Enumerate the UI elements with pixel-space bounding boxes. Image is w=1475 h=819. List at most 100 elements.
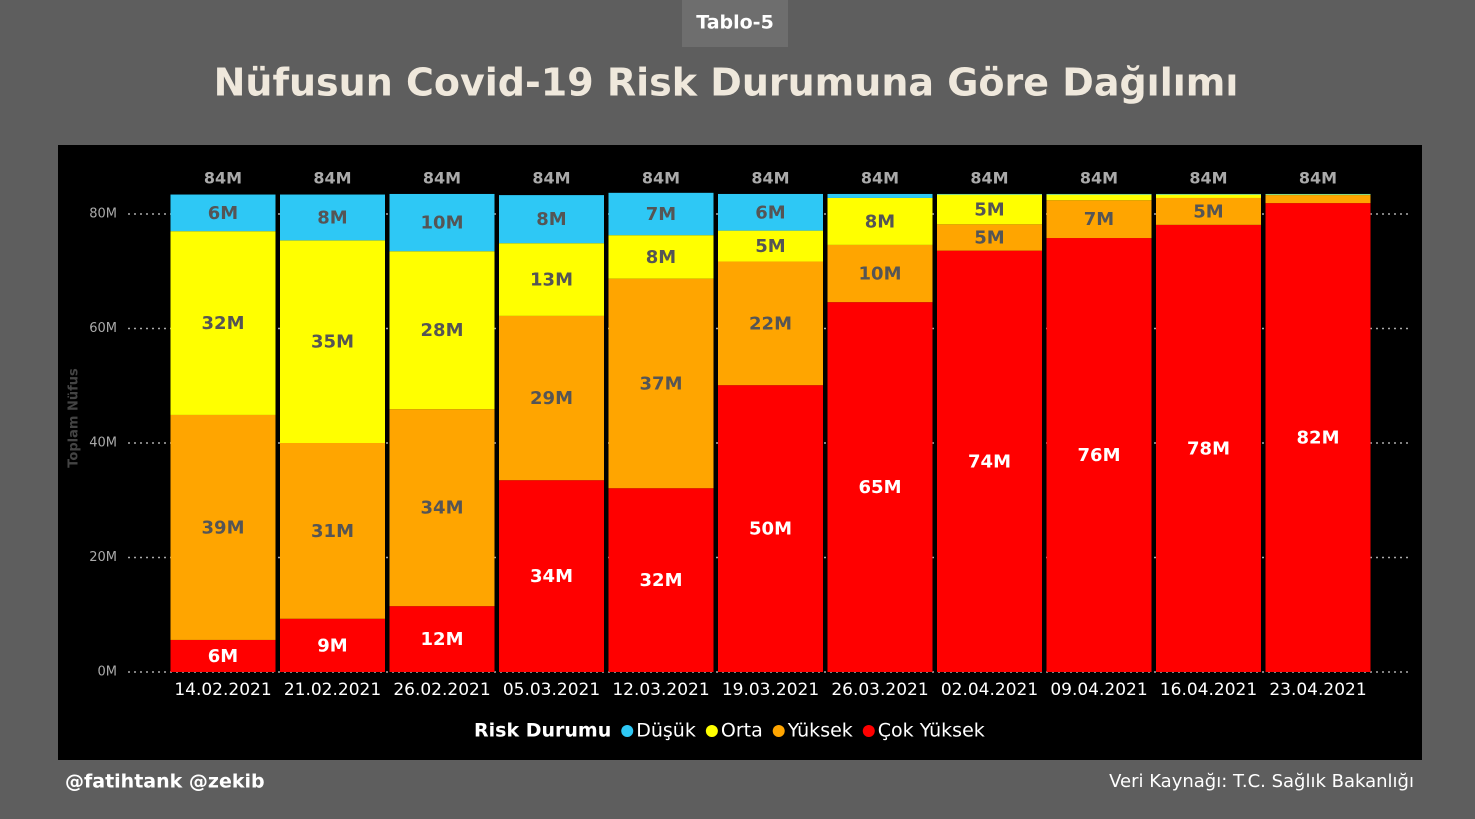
total-label: 84M <box>532 169 570 188</box>
y-tick-label: 40M <box>89 436 117 451</box>
data-label: 8M <box>536 209 566 230</box>
data-label: 8M <box>646 247 676 268</box>
x-tick-label: 05.03.2021 <box>503 680 600 700</box>
bar-segment <box>827 193 933 198</box>
bar-segment <box>827 244 933 303</box>
total-label: 84M <box>313 169 351 188</box>
data-label: 34M <box>530 566 573 587</box>
data-label: 31M <box>311 521 354 542</box>
bar-segment <box>170 231 276 415</box>
data-label: 6M <box>755 202 785 223</box>
bar-segment <box>1156 197 1261 225</box>
bar-segment <box>499 243 604 316</box>
bar-segment <box>499 195 604 244</box>
bar-segment <box>389 251 495 410</box>
bar-segment <box>1265 193 1371 195</box>
data-label: 76M <box>1078 445 1121 466</box>
bar-segment <box>608 278 714 489</box>
chart-title: Nüfusun Covid-19 Risk Durumuna Göre Dağı… <box>214 61 1239 105</box>
bar-segment <box>608 235 714 279</box>
bar-segment <box>389 193 495 252</box>
x-tick-label: 26.03.2021 <box>831 680 928 700</box>
total-label: 84M <box>204 169 242 188</box>
bar-segment <box>1046 200 1152 239</box>
bar-segment <box>827 302 933 672</box>
bar-segment <box>1046 194 1152 201</box>
total-label: 84M <box>861 169 899 188</box>
y-axis-label: Toplam Nüfus <box>67 368 82 468</box>
data-label: 9M <box>317 635 347 656</box>
bar-segment <box>1156 193 1261 195</box>
legend-label: Orta <box>721 720 763 742</box>
bar-segment <box>389 409 495 607</box>
bar-segment <box>1265 194 1371 196</box>
data-label: 32M <box>202 313 245 334</box>
total-label: 84M <box>423 169 461 188</box>
data-label: 8M <box>865 211 895 232</box>
bar-segment <box>1046 238 1152 673</box>
data-label: 22M <box>749 313 792 334</box>
bar-segment <box>608 488 714 672</box>
data-label: 10M <box>859 264 902 285</box>
x-tick-label: 09.04.2021 <box>1050 680 1147 700</box>
bar-segment <box>1156 194 1261 198</box>
data-label: 6M <box>208 646 238 667</box>
header-box <box>682 0 788 47</box>
data-label: 8M <box>317 207 347 228</box>
bar-segment <box>937 193 1042 195</box>
bar-segment <box>718 261 823 386</box>
x-tick-label: 23.04.2021 <box>1269 680 1366 700</box>
data-label: 82M <box>1297 428 1340 449</box>
bar-segment <box>937 194 1042 225</box>
footer-right: Veri Kaynağı: T.C. Sağlık Bakanlığı <box>1109 771 1414 792</box>
legend-label: Yüksek <box>787 720 853 742</box>
x-tick-label: 02.04.2021 <box>941 680 1038 700</box>
data-label: 35M <box>311 332 354 353</box>
data-label: 12M <box>421 629 464 650</box>
y-tick-label: 60M <box>89 321 117 336</box>
bar-segment <box>718 385 823 672</box>
bar-segment <box>1265 203 1371 672</box>
bar-segment <box>280 618 385 672</box>
bar-segment <box>827 197 933 245</box>
data-label: 78M <box>1187 438 1230 459</box>
bar-segment <box>280 240 385 443</box>
data-label: 10M <box>421 213 464 234</box>
data-label: 5M <box>755 236 785 257</box>
data-label: 39M <box>202 517 245 538</box>
bar-segment <box>718 230 823 262</box>
data-label: 34M <box>421 498 464 519</box>
bar-segment <box>170 414 276 640</box>
data-label: 13M <box>530 270 573 291</box>
x-tick-label: 19.03.2021 <box>722 680 819 700</box>
legend-label: Düşük <box>636 720 696 742</box>
data-label: 5M <box>1193 201 1223 222</box>
footer-left: @fatihtank @zekib <box>65 771 265 793</box>
legend-marker <box>621 725 634 737</box>
legend-marker <box>705 725 718 737</box>
data-label: 7M <box>1084 209 1114 230</box>
data-label: 29M <box>530 388 573 409</box>
bar-segment <box>1046 193 1152 195</box>
data-label: 37M <box>640 373 683 394</box>
bar-segment <box>937 250 1042 672</box>
data-label: 28M <box>421 320 464 341</box>
y-tick-label: 20M <box>89 550 117 565</box>
data-label: 5M <box>974 227 1004 248</box>
y-tick-label: 80M <box>89 207 117 222</box>
legend-marker <box>772 725 785 737</box>
total-label: 84M <box>970 169 1008 188</box>
data-label: 5M <box>974 199 1004 220</box>
legend-title: Risk Durumu <box>474 720 611 742</box>
bar-segment <box>937 224 1042 251</box>
bar-segment <box>499 315 604 481</box>
total-label: 84M <box>1189 169 1227 188</box>
x-tick-label: 14.02.2021 <box>174 680 271 700</box>
bar-segment <box>280 443 385 619</box>
total-label: 84M <box>1080 169 1118 188</box>
data-label: 65M <box>859 477 902 498</box>
x-tick-label: 26.02.2021 <box>393 680 490 700</box>
data-label: 32M <box>640 570 683 591</box>
total-label: 84M <box>642 169 680 188</box>
